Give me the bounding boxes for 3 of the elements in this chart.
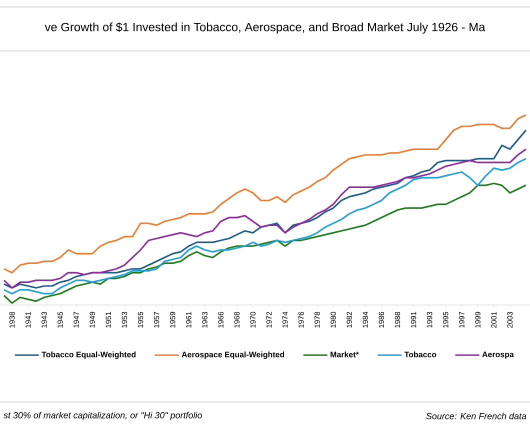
text: st 30% of market capitalization, or "Hi 30" portfolio: [4, 412, 202, 420]
chart-title: ve Growth of $1 Invested in Tobacco, Aerospace, and Broad Market July 1926 - Ma: [44, 22, 486, 34]
source-note: Source: Ken French data: [426, 412, 526, 420]
